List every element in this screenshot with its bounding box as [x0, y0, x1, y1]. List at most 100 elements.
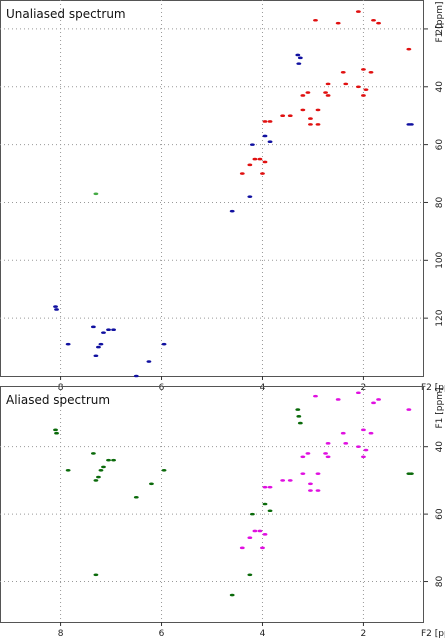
peak-point	[267, 140, 273, 144]
peak-point	[93, 192, 99, 196]
peak-point	[376, 398, 381, 401]
x-axis-label: F2 [ppm]	[421, 383, 445, 393]
x-tick-label: 2	[361, 383, 367, 393]
peak-point	[161, 342, 167, 346]
peak-point	[133, 374, 139, 378]
peak-point	[355, 391, 361, 395]
x-tick-label: 4	[260, 629, 266, 639]
peak-point	[249, 143, 255, 146]
plot-frame	[0, 386, 424, 623]
peak-point	[300, 472, 306, 475]
peak-point	[90, 325, 96, 329]
peak-point	[363, 88, 369, 91]
peak-point	[101, 331, 106, 334]
x-tick-label: 6	[159, 629, 165, 639]
peak-point	[371, 401, 376, 405]
peak-point	[280, 114, 286, 117]
peak-point	[343, 442, 349, 445]
peak-point	[267, 509, 273, 513]
peak-point	[260, 172, 265, 175]
peak-series-2	[239, 10, 412, 175]
peak-point	[65, 342, 71, 346]
peak-point	[325, 82, 331, 86]
peak-point	[54, 431, 59, 435]
peak-point	[247, 573, 253, 577]
peak-point	[262, 120, 268, 123]
peak-series-1	[53, 53, 414, 378]
y-tick-label: 20	[435, 23, 445, 35]
x-tick-label: 4	[260, 383, 266, 393]
peak-series-1	[53, 408, 414, 597]
peak-point	[355, 10, 361, 13]
peak-point	[239, 172, 245, 175]
peak-point	[325, 455, 331, 459]
peak-point	[229, 593, 235, 597]
peak-point	[287, 114, 293, 117]
peak-point	[308, 482, 313, 486]
peak-point	[111, 458, 116, 462]
peak-point	[247, 163, 253, 167]
peak-point	[295, 53, 301, 57]
peak-point	[315, 489, 321, 492]
peak-point	[239, 546, 245, 550]
peak-point	[260, 546, 265, 550]
peak-point	[149, 482, 154, 486]
x-tick-label: 8	[58, 629, 64, 639]
peak-point	[300, 108, 306, 112]
peak-point	[368, 431, 374, 435]
peak-series-2	[239, 391, 412, 550]
peak-point	[257, 529, 263, 533]
peak-point	[406, 123, 412, 126]
y-tick-label: 40	[435, 441, 445, 453]
peak-point	[340, 431, 346, 435]
peak-point	[295, 408, 301, 411]
peak-point	[262, 160, 268, 164]
x-tick-label: 8	[58, 383, 64, 393]
peak-point	[361, 428, 366, 432]
peak-point	[247, 536, 253, 540]
peak-point	[361, 455, 366, 459]
peak-point	[297, 421, 303, 425]
peak-point	[355, 445, 361, 448]
peak-point	[262, 485, 268, 489]
chart-panel-1: 8 6 4 2 20 40 60 80 100 120 Unaliased spectrum F2 […	[0, 0, 445, 393]
peak-point	[257, 157, 263, 161]
peak-point	[308, 123, 313, 126]
peak-point	[65, 468, 71, 472]
peak-point	[252, 529, 258, 533]
y-tick-label: 40	[435, 81, 445, 93]
peak-point	[53, 305, 58, 308]
x-axis-label: F2 [ppm]	[421, 629, 445, 639]
peak-point	[252, 157, 258, 161]
peak-point	[313, 394, 318, 398]
peak-point	[90, 452, 96, 455]
peak-point	[229, 209, 235, 213]
peak-point	[325, 442, 331, 445]
peak-point	[325, 94, 331, 97]
peak-point	[280, 479, 286, 482]
peak-point	[323, 452, 328, 455]
y-tick-label: 100	[435, 251, 445, 268]
peak-point	[361, 94, 366, 97]
y-axis-label: F1 [ppm]	[435, 2, 445, 43]
peak-point	[161, 468, 167, 472]
peak-point	[262, 502, 268, 506]
peak-point	[300, 455, 306, 459]
y-tick-label: 60	[435, 508, 445, 520]
peak-point	[308, 117, 313, 120]
peak-point	[111, 328, 116, 332]
peak-point	[406, 408, 412, 411]
peak-point	[247, 195, 253, 198]
peak-point	[315, 472, 321, 475]
peak-point	[340, 71, 346, 74]
peak-series-3	[93, 192, 99, 196]
peak-point	[406, 47, 412, 51]
peak-point	[287, 479, 293, 482]
peak-point	[93, 354, 99, 358]
peak-point	[98, 468, 104, 472]
peak-point	[335, 21, 341, 25]
peak-point	[305, 452, 311, 455]
peak-point	[376, 21, 381, 25]
